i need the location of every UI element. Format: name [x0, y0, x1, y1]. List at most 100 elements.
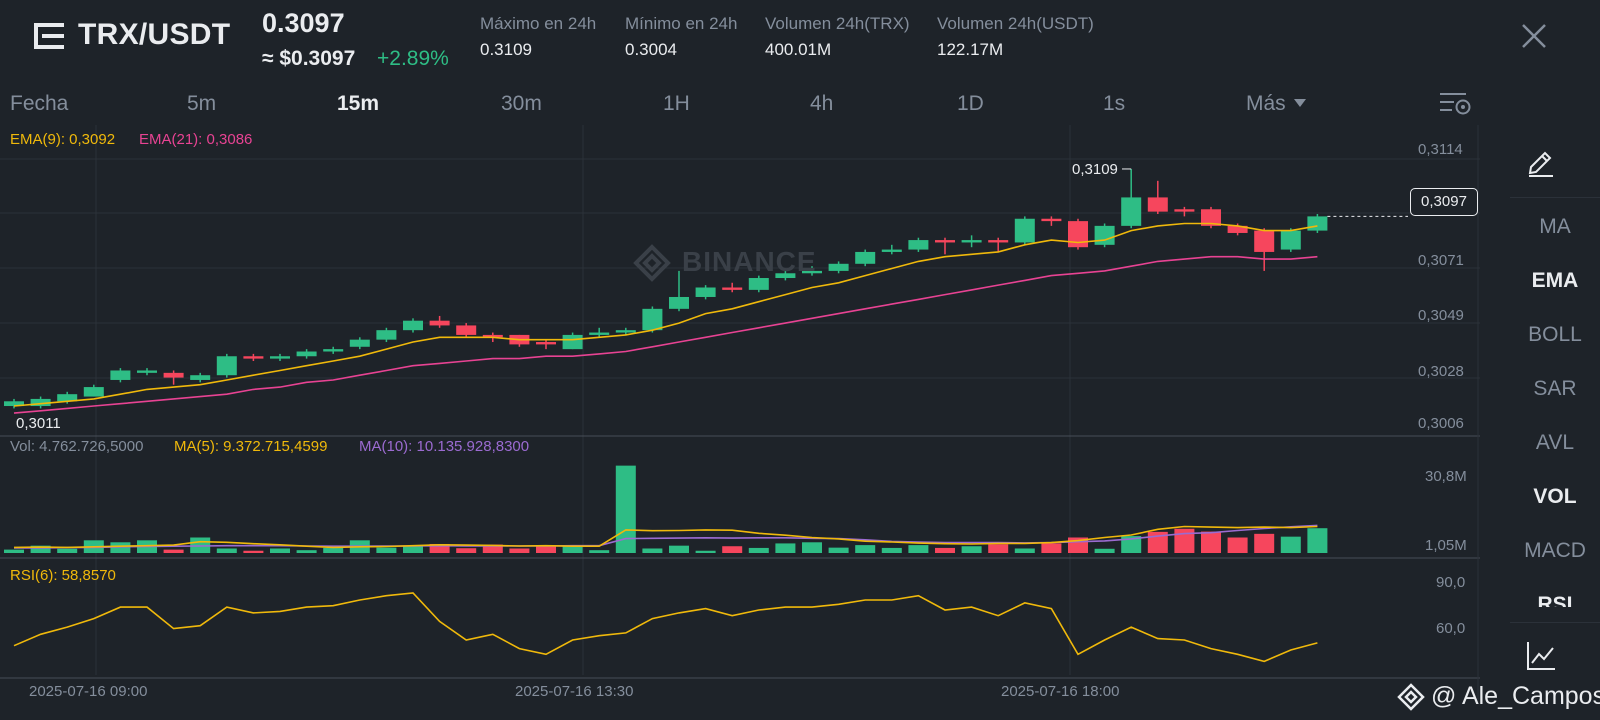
volume-bar: [1174, 528, 1195, 553]
volume-bar: [1280, 536, 1301, 553]
candle-body: [376, 330, 397, 340]
volume-bar: [988, 544, 1009, 553]
volume-bar: [1094, 548, 1115, 553]
tool-divider: [1510, 622, 1600, 623]
tool-sar[interactable]: SAR: [1533, 377, 1577, 400]
ma10-line: [14, 524, 1318, 549]
candle-body: [1147, 197, 1168, 212]
volume-bar: [456, 548, 477, 553]
candle-body: [1307, 216, 1328, 231]
candle-body: [110, 370, 131, 380]
stat-value-volume-usdt: 122.17M: [937, 40, 1004, 59]
volume-bar: [243, 550, 264, 553]
tool-rsi-clip: RSI: [1510, 587, 1600, 607]
draw-pen-icon[interactable]: [1525, 145, 1557, 177]
interval-more[interactable]: Más: [1246, 92, 1286, 115]
candle-body: [695, 287, 716, 297]
legend-ema21: EMA(21): 0,3086: [139, 131, 253, 148]
candle-body: [1254, 230, 1275, 252]
volume-tick: 1,05M: [1425, 537, 1467, 554]
tool-vol[interactable]: VOL: [1533, 485, 1577, 508]
candle-body: [83, 387, 104, 397]
candlestick-chart[interactable]: [0, 125, 1480, 700]
volume-bar: [1227, 537, 1248, 553]
interval-1s[interactable]: 1s: [1103, 92, 1126, 115]
candle-body: [589, 332, 610, 335]
volume-bar: [669, 545, 689, 553]
candle-body: [562, 334, 583, 350]
volume-bar: [376, 547, 397, 553]
volume-bar: [4, 549, 24, 553]
candle-body: [908, 240, 929, 250]
volume-bar: [536, 546, 556, 553]
volume-bar: [482, 544, 503, 553]
candle-body: [855, 251, 876, 264]
stat-label-volume-trx: Volumen 24h(TRX): [765, 14, 910, 33]
tool-avl[interactable]: AVL: [1535, 431, 1575, 454]
legend-vol: Vol: 4.762.726,5000: [10, 438, 144, 455]
volume-bar: [935, 547, 955, 553]
volume-bar: [775, 543, 796, 553]
stat-label-low: Mínimo en 24h: [625, 14, 738, 33]
ma5-line: [13, 525, 1318, 549]
interval-5m[interactable]: 5m: [187, 92, 217, 115]
candle-body: [669, 296, 689, 309]
tool-macd[interactable]: MACD: [1524, 539, 1586, 562]
price-tick: 0,3071: [1418, 252, 1464, 269]
candle-body: [57, 394, 78, 402]
tool-ma[interactable]: MA: [1539, 215, 1571, 238]
interval-30m[interactable]: 30m: [501, 92, 542, 115]
candle-body: [137, 370, 157, 373]
interval-4h[interactable]: 4h: [810, 92, 834, 115]
candle-body: [349, 339, 370, 347]
binance-logo-icon: [1397, 683, 1425, 711]
tool-rsi[interactable]: RSI: [1537, 593, 1573, 607]
interval-fecha[interactable]: Fecha: [10, 92, 69, 115]
candle-body: [1094, 225, 1115, 245]
candle-body: [429, 320, 450, 326]
indicator-settings-icon[interactable]: [1440, 90, 1472, 118]
pair-title[interactable]: TRX/USDT: [78, 18, 231, 51]
volume-bar: [429, 543, 450, 553]
chart-line-icon[interactable]: [1525, 640, 1557, 672]
volume-bar: [30, 545, 51, 553]
binance-watermark: BINANCE: [682, 246, 817, 277]
candle-body: [1014, 218, 1035, 243]
volume-tick: 30,8M: [1425, 468, 1467, 485]
interval-1h[interactable]: 1H: [663, 92, 690, 115]
menu-icon[interactable]: [34, 22, 64, 50]
candle-body: [935, 240, 955, 243]
candle-body: [482, 334, 503, 338]
tool-divider: [1510, 197, 1600, 198]
time-label: 2025-07-16 09:00: [29, 683, 148, 700]
volume-bar: [1307, 528, 1328, 553]
price-tick: 0,3028: [1418, 363, 1464, 380]
interval-15m[interactable]: 15m: [337, 92, 380, 115]
volume-bar: [403, 545, 423, 553]
volume-bar: [1201, 531, 1221, 553]
volume-bar: [216, 548, 237, 553]
candle-body: [1068, 221, 1088, 248]
candle-body: [722, 287, 743, 290]
volume-bar: [802, 542, 822, 553]
price-tick: 0,3114: [1418, 141, 1463, 158]
candle-body: [4, 401, 24, 407]
candle-body: [1121, 197, 1142, 226]
volume-bar: [1041, 543, 1062, 553]
stat-value-high: 0.3109: [480, 40, 532, 59]
interval-1d[interactable]: 1D: [957, 92, 984, 115]
volume-bar: [1014, 548, 1035, 553]
candle-body: [1201, 209, 1221, 226]
volume-bar: [323, 547, 344, 553]
candle-body: [216, 356, 237, 376]
candle-body: [988, 240, 1009, 243]
volume-bar: [908, 545, 929, 553]
tool-boll[interactable]: BOLL: [1528, 323, 1582, 346]
time-label: 2025-07-16 13:30: [515, 683, 634, 700]
tool-ema[interactable]: EMA: [1531, 269, 1579, 292]
volume-bar: [509, 548, 530, 553]
volume-bar: [589, 550, 610, 553]
caret-down-icon[interactable]: [1293, 98, 1307, 108]
ema21-line: [13, 255, 1318, 414]
close-icon[interactable]: [1520, 22, 1548, 50]
